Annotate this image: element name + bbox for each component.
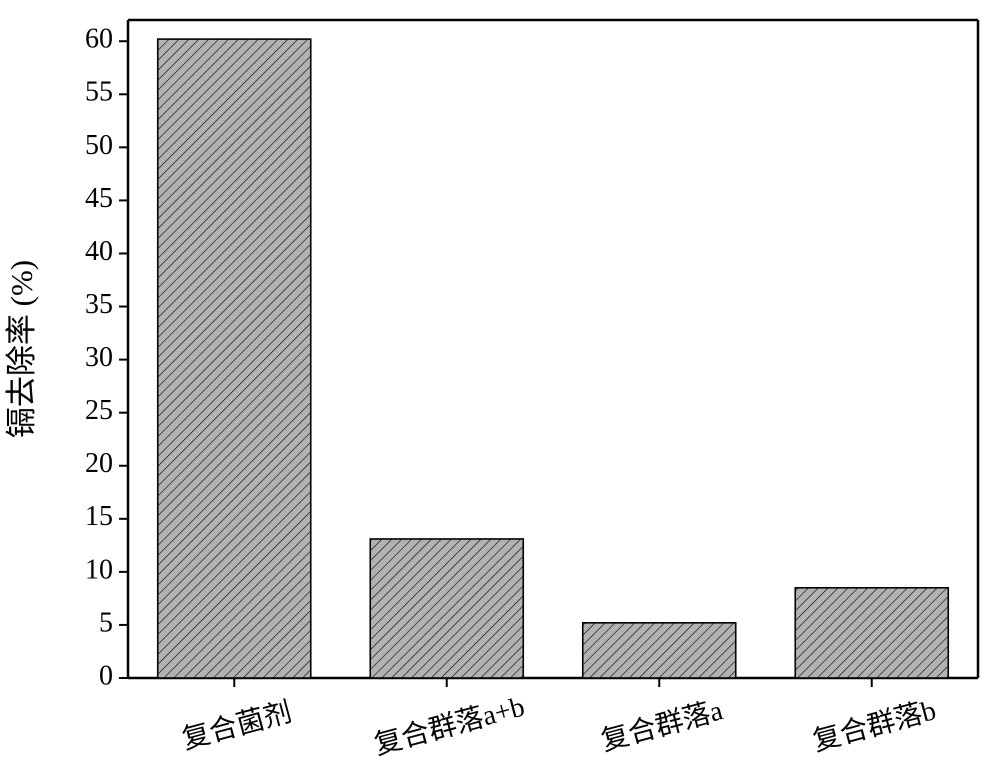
bar [158,39,311,678]
y-tick-label: 25 [85,395,113,426]
bar [795,588,948,678]
y-tick-label: 40 [85,236,113,267]
y-axis-label: 镉去除率 (%) [4,260,39,438]
y-tick-label: 15 [85,501,113,532]
y-tick-label: 30 [85,342,113,373]
y-tick-label: 50 [85,130,113,161]
y-tick-label: 35 [85,289,113,320]
y-tick-label: 60 [85,24,113,55]
y-tick-label: 20 [85,448,113,479]
chart-svg: 051015202530354045505560镉去除率 (%)复合菌剂复合群落… [0,0,1000,782]
y-tick-label: 0 [99,660,113,691]
bar-chart: 051015202530354045505560镉去除率 (%)复合菌剂复合群落… [0,0,1000,782]
bar [370,539,523,678]
y-tick-label: 55 [85,77,113,108]
bar [583,623,736,678]
y-tick-label: 45 [85,183,113,214]
y-tick-label: 10 [85,554,113,585]
y-tick-label: 5 [99,607,113,638]
